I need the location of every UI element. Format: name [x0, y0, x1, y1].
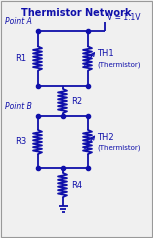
- Text: R2: R2: [71, 96, 82, 105]
- Text: (Thermistor): (Thermistor): [97, 61, 140, 68]
- Text: Point A: Point A: [5, 17, 32, 26]
- Text: Point B: Point B: [5, 102, 32, 111]
- Text: Thermistor Network: Thermistor Network: [21, 8, 131, 18]
- Text: TH1: TH1: [97, 49, 114, 58]
- Text: V = 1.1V: V = 1.1V: [107, 13, 140, 21]
- Text: (Thermistor): (Thermistor): [97, 145, 140, 151]
- Text: TH2: TH2: [97, 133, 114, 142]
- Text: R1: R1: [15, 54, 26, 63]
- Text: R3: R3: [15, 138, 26, 147]
- Text: R4: R4: [71, 180, 82, 189]
